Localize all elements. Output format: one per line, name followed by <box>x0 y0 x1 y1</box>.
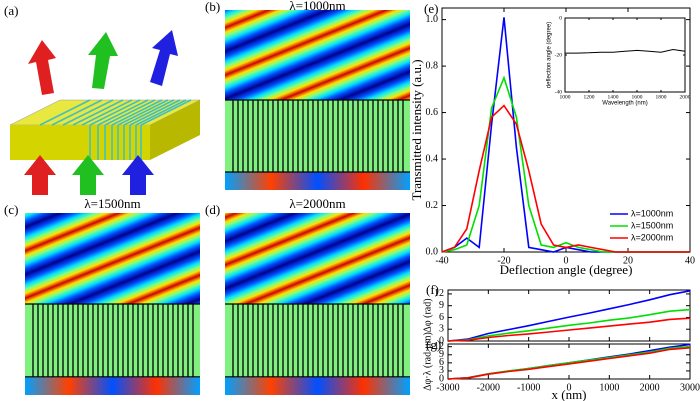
data-line <box>447 347 691 380</box>
x-tick-label: 1200 <box>584 94 595 100</box>
y-tick-label: 3 <box>439 365 444 376</box>
y-tick-label: 12 <box>434 341 444 352</box>
x-tick-label: 1000 <box>560 94 571 100</box>
y-tick-label: 9 <box>439 349 444 360</box>
y-tick-label: 6 <box>439 357 444 368</box>
panel-label: (e) <box>424 1 438 16</box>
map-title: λ=2000nm <box>289 196 345 211</box>
metasurface-diagram <box>9 30 201 195</box>
panel-label: (a) <box>4 3 18 18</box>
y-tick-label: 0.2 <box>426 200 439 211</box>
y-tick-label: 1.0 <box>426 14 439 25</box>
field-map <box>225 213 410 395</box>
data-line <box>441 104 690 253</box>
y-tick-label: -40 <box>555 89 563 95</box>
map-title: λ=1500nm <box>84 196 140 211</box>
y-tick-label: 0 <box>439 373 444 384</box>
field-map <box>25 213 200 395</box>
data-line <box>447 290 691 342</box>
field-upper <box>225 213 410 304</box>
x-tick-label: 1600 <box>632 94 643 100</box>
x-tick-label: 1800 <box>656 94 667 100</box>
legend-label: λ=1000nm <box>631 208 673 218</box>
x-tick-label: 40 <box>685 255 695 266</box>
x-tick-label: -40 <box>435 255 448 266</box>
y-axis-label: Transmitted intensity (a.u.) <box>409 59 424 200</box>
y-tick-label: 0.8 <box>426 60 439 71</box>
x-tick-label: 20 <box>623 255 633 266</box>
panel-label: (b) <box>205 0 220 14</box>
y-tick-label: 0 <box>559 15 562 21</box>
x-tick-label: 1000 <box>599 382 619 393</box>
y-tick-label: 6 <box>439 312 444 323</box>
x-tick-label: 3000 <box>680 382 700 393</box>
data-line <box>447 317 691 342</box>
y-tick-label: 0.4 <box>426 153 439 164</box>
map-title: λ=1000nm <box>289 0 345 13</box>
x-axis-label: Wavelength (nm) <box>602 101 647 107</box>
x-tick-label: 1400 <box>608 94 619 100</box>
x-tick-label: 2000 <box>640 382 660 393</box>
data-line <box>565 48 686 54</box>
y-axis-label: Δφ (rad) <box>422 298 433 332</box>
panel-label: (f) <box>426 282 439 297</box>
field-lower <box>225 172 410 190</box>
y-tick-label: 0.0 <box>426 246 439 257</box>
y-axis-label: deflection angle (degree) <box>547 22 553 88</box>
data-line <box>447 308 691 342</box>
y-tick-label: 0 <box>439 335 444 346</box>
legend-label: λ=1500nm <box>631 220 673 230</box>
panel-label: (d) <box>205 202 220 217</box>
y-tick-label: 12 <box>434 288 444 299</box>
x-tick-label: -20 <box>497 255 510 266</box>
x-tick-label: -1000 <box>517 382 540 393</box>
field-lower <box>25 376 200 395</box>
chart: 1000 1200 1400 1600 1800 2000 -40 -20 0 Wavelengt… <box>547 15 691 106</box>
x-axis-label: x (nm) <box>551 387 586 401</box>
field-lower <box>225 376 410 395</box>
plot-frame <box>564 17 686 93</box>
x-tick-label: -2000 <box>477 382 500 393</box>
y-axis-label: Δφ·λ (rad·μm) <box>422 332 433 391</box>
field-map <box>225 10 410 190</box>
y-tick-label: -20 <box>555 52 563 58</box>
y-tick-label: 3 <box>439 324 444 335</box>
panel-label: (c) <box>4 202 18 217</box>
y-tick-label: 9 <box>439 300 444 311</box>
panel-label: (g) <box>426 337 441 352</box>
plot-frame <box>447 289 691 342</box>
x-tick-label: 0 <box>567 382 572 393</box>
x-tick-label: 0 <box>564 255 569 266</box>
y-tick-label: 0.6 <box>426 107 439 118</box>
field-upper <box>25 213 200 304</box>
x-axis-label: Deflection angle (degree) <box>500 262 633 277</box>
field-upper <box>225 10 410 100</box>
x-tick-label: -3000 <box>436 382 459 393</box>
legend-label: λ=2000nm <box>631 232 673 242</box>
x-tick-label: 2000 <box>680 94 691 100</box>
